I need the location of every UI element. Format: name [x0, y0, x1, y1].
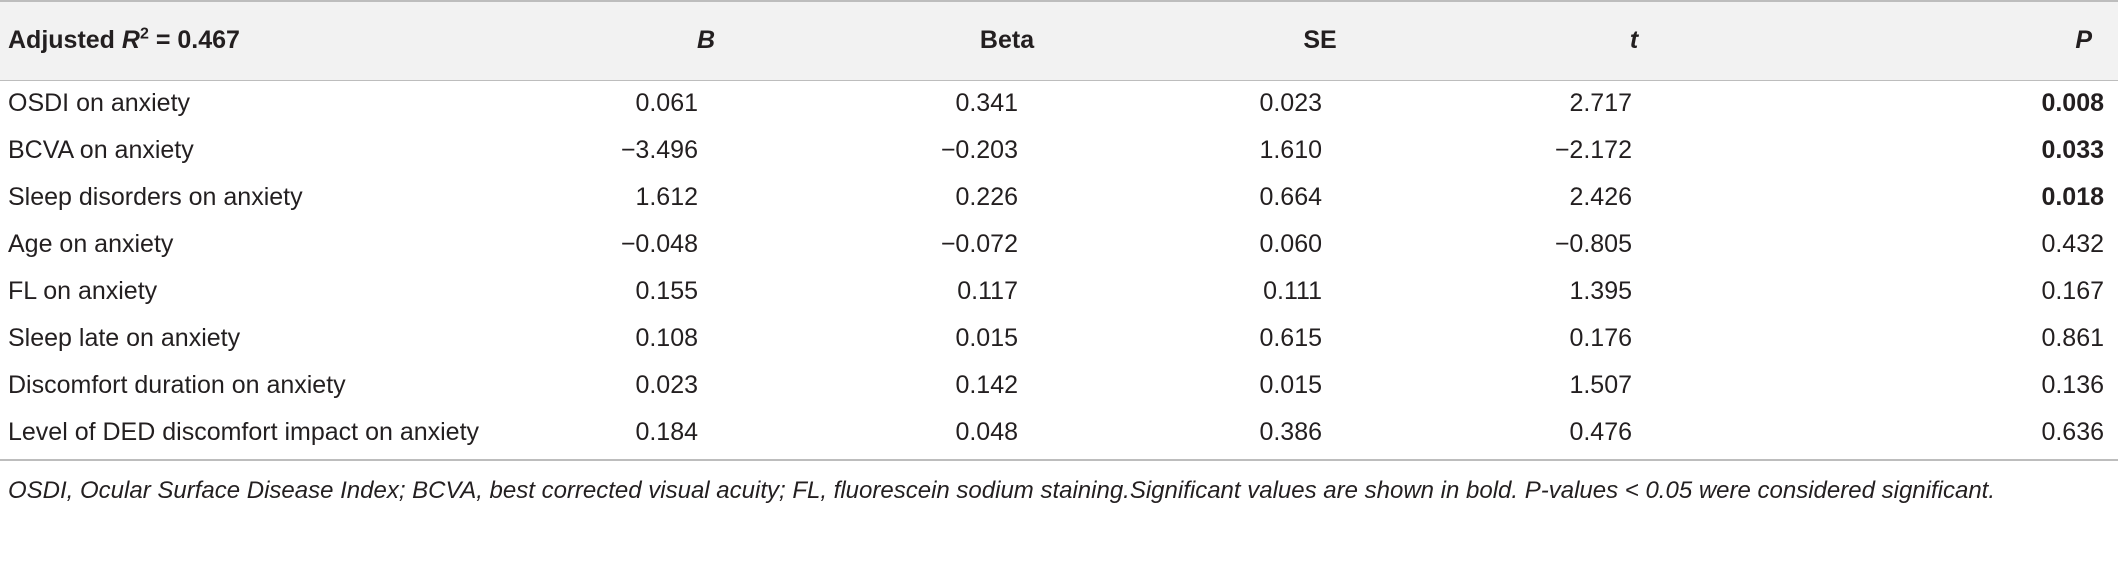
row-label: Sleep late on anxiety	[8, 324, 241, 352]
cell-beta: −0.072	[940, 230, 1018, 258]
cell-b: 0.184	[635, 418, 698, 446]
cell-p: 0.136	[2041, 371, 2104, 399]
table-body: OSDI on anxiety 0.061 0.341 0.023 2.717 0.008…	[0, 80, 2118, 456]
cell-p: 0.861	[2041, 324, 2104, 352]
column-header-b: B	[696, 25, 716, 54]
table-header: Adjusted R2 = 0.467 B Beta SE t P	[0, 0, 2118, 80]
table-row: BCVA on anxiety −3.496 −0.203 1.610 −2.172 0.…	[0, 127, 2118, 174]
cell-t: 2.426	[1569, 183, 1632, 211]
cell-b: 0.023	[635, 371, 698, 399]
row-label: FL on anxiety	[8, 277, 158, 305]
column-header-t: t	[1629, 25, 1639, 54]
cell-p: 0.008	[2041, 89, 2104, 117]
cell-se: 0.615	[1259, 324, 1322, 352]
row-label: Age on anxiety	[8, 230, 174, 258]
table-row: Level of DED discomfort impact on anxiet…	[0, 409, 2118, 456]
cell-beta: 0.048	[955, 418, 1018, 446]
table-row: OSDI on anxiety 0.061 0.341 0.023 2.717 0.008	[0, 80, 2118, 127]
cell-t: 1.507	[1569, 371, 1632, 399]
row-label: Level of DED discomfort impact on anxiet…	[8, 418, 480, 446]
model-fit-header: Adjusted R2 = 0.467	[0, 0, 560, 80]
table-row: Sleep late on anxiety 0.108 0.015 0.615 0.17…	[0, 315, 2118, 362]
cell-p: 0.167	[2041, 277, 2104, 305]
cell-beta: 0.341	[955, 89, 1018, 117]
model-fit-superscript: 2	[139, 25, 149, 43]
header-row: Adjusted R2 = 0.467 B Beta SE t P	[0, 0, 2118, 80]
cell-p: 0.432	[2041, 230, 2104, 258]
cell-se: 0.060	[1259, 230, 1322, 258]
regression-table: Adjusted R2 = 0.467 B Beta SE t P OSDI o…	[0, 0, 2118, 456]
row-label: BCVA on anxiety	[8, 136, 194, 164]
column-header-se: SE	[1303, 25, 1337, 54]
cell-beta: 0.142	[955, 371, 1018, 399]
row-label: Discomfort duration on anxiety	[8, 371, 346, 399]
column-header-p: P	[2075, 25, 2092, 54]
cell-beta: 0.226	[955, 183, 1018, 211]
top-rule	[0, 0, 2118, 2]
model-fit-value: = 0.467	[148, 25, 240, 54]
table-row: Discomfort duration on anxiety 0.023 0.142…	[0, 362, 2118, 409]
cell-t: −0.805	[1554, 230, 1632, 258]
table-row: Age on anxiety −0.048 −0.072 0.060 −0.805 0.4…	[0, 221, 2118, 268]
model-fit-prefix: Adjusted	[8, 25, 122, 54]
cell-t: 1.395	[1569, 277, 1632, 305]
cell-p: 0.033	[2041, 136, 2104, 164]
cell-se: 0.386	[1259, 418, 1322, 446]
header-rule	[0, 80, 2118, 81]
cell-b: 0.155	[635, 277, 698, 305]
cell-b: 1.612	[635, 183, 698, 211]
cell-beta: 0.015	[955, 324, 1018, 352]
column-header-beta: Beta	[979, 25, 1035, 54]
cell-b: −3.496	[620, 136, 698, 164]
model-fit-symbol: R	[121, 25, 140, 54]
cell-se: 0.111	[1263, 277, 1322, 305]
cell-se: 0.023	[1259, 89, 1322, 117]
cell-t: 0.176	[1569, 324, 1632, 352]
cell-p: 0.018	[2041, 183, 2104, 211]
row-label: OSDI on anxiety	[8, 89, 191, 117]
cell-beta: −0.203	[940, 136, 1018, 164]
cell-t: −2.172	[1554, 136, 1632, 164]
cell-beta: 0.117	[957, 277, 1018, 305]
cell-b: 0.061	[635, 89, 698, 117]
cell-b: 0.108	[635, 324, 698, 352]
cell-b: −0.048	[620, 230, 698, 258]
table-row: FL on anxiety 0.155 0.117 0.111 1.395 0.167	[0, 268, 2118, 315]
cell-se: 0.015	[1259, 371, 1322, 399]
row-label: Sleep disorders on anxiety	[8, 183, 303, 211]
cell-se: 1.610	[1259, 136, 1322, 164]
cell-p: 0.636	[2041, 418, 2104, 446]
table-row: Sleep disorders on anxiety 1.612 0.226 0.66…	[0, 174, 2118, 221]
cell-t: 0.476	[1569, 418, 1632, 446]
cell-t: 2.717	[1569, 89, 1632, 117]
cell-se: 0.664	[1259, 183, 1322, 211]
bottom-rule	[0, 459, 2118, 461]
table-footnote: OSDI, Ocular Surface Disease Index; BCVA…	[8, 477, 1995, 504]
